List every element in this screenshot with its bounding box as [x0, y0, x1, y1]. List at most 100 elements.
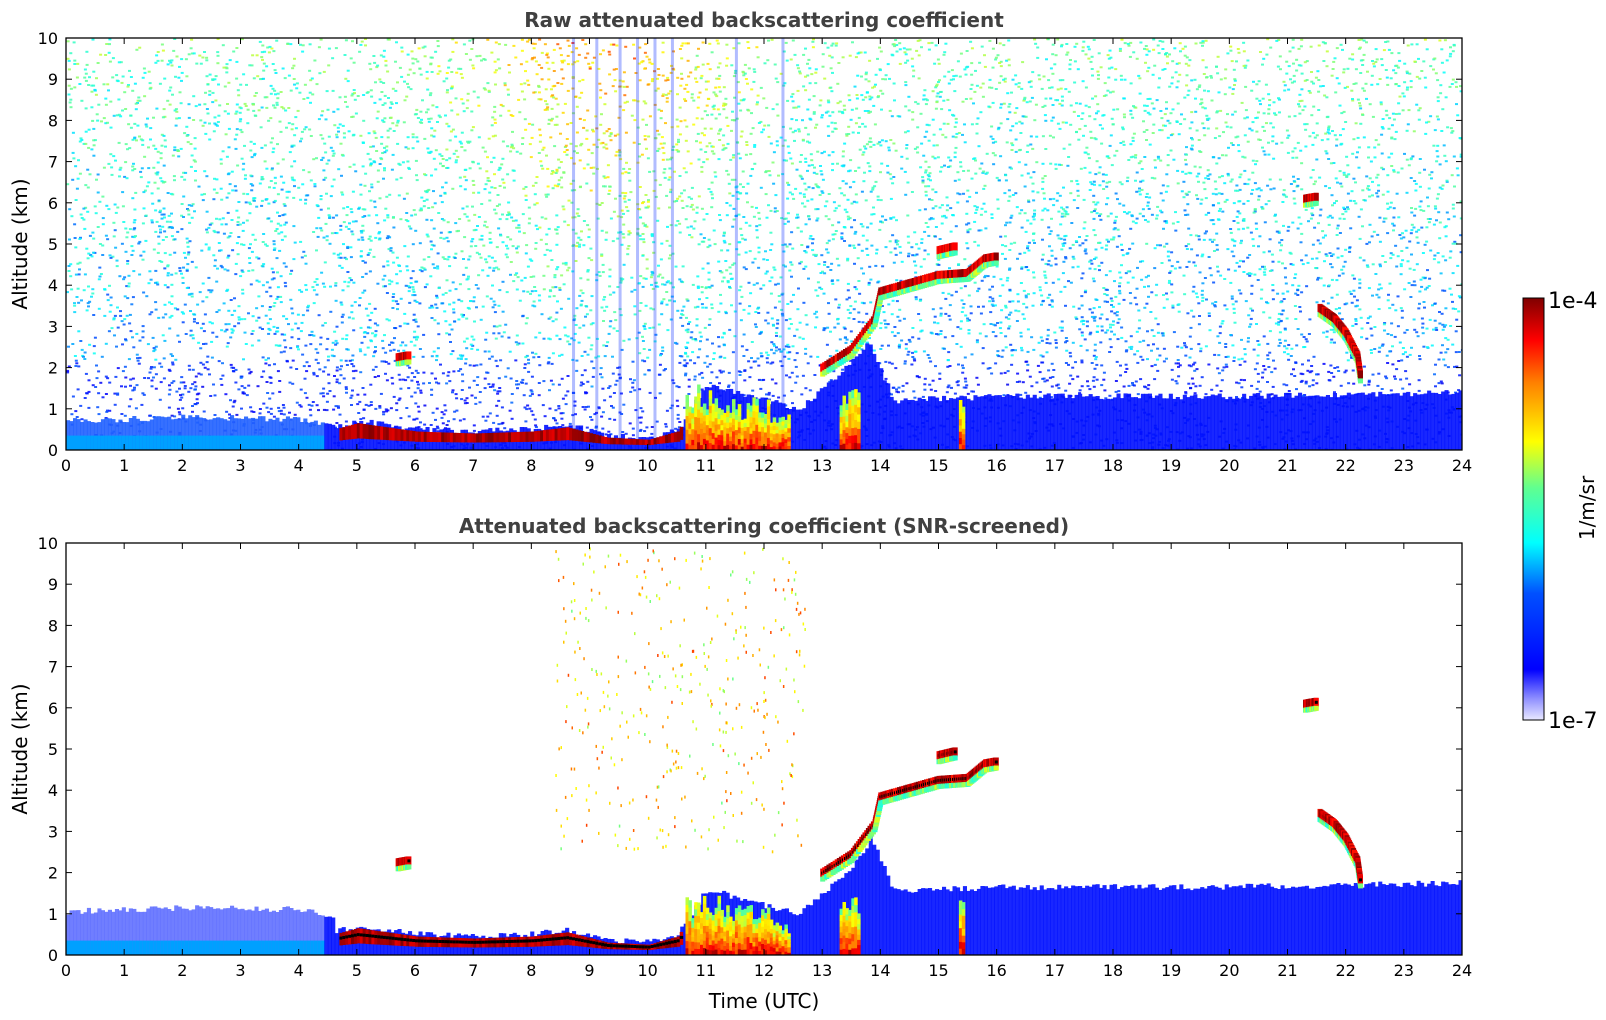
noise-pixel — [1143, 109, 1147, 112]
noise-pixel — [215, 280, 219, 283]
noise-pixel — [230, 314, 234, 316]
noise-pixel — [395, 41, 398, 44]
noise-pixel — [166, 286, 170, 289]
noise-pixel — [615, 379, 619, 382]
noise-pixel — [1367, 383, 1371, 386]
noise-pixel — [872, 143, 876, 146]
noise-pixel — [411, 294, 415, 297]
noise-pixel — [1449, 325, 1453, 327]
noise-pixel — [219, 378, 223, 380]
noise-pixel — [1119, 276, 1123, 279]
noise-pixel — [924, 185, 928, 188]
noise-pixel — [816, 150, 820, 153]
noise-pixel — [800, 393, 804, 396]
noise-pixel — [766, 59, 770, 62]
noise-pixel — [335, 369, 339, 372]
noise-pixel — [298, 404, 302, 407]
noise-pixel — [1184, 172, 1188, 175]
noise-pixel — [1019, 335, 1023, 338]
noise-pixel — [154, 301, 158, 304]
noise-pixel — [975, 84, 979, 87]
noise-pixel — [1080, 295, 1084, 298]
noise-pixel — [1166, 250, 1170, 253]
noise-pixel — [454, 135, 458, 138]
noise-pixel — [447, 125, 451, 128]
noise-pixel — [472, 296, 476, 299]
noise-pixel — [1304, 382, 1308, 385]
noise-pixel — [589, 309, 593, 312]
noise-pixel — [757, 364, 761, 367]
noise-pixel — [407, 168, 411, 170]
noise-pixel — [203, 366, 207, 369]
noise-pixel — [416, 325, 420, 328]
noise-pixel — [552, 48, 556, 51]
noise-pixel — [368, 302, 372, 305]
noise-pixel — [187, 204, 191, 207]
noise-pixel — [735, 248, 739, 251]
noise-pixel — [816, 294, 820, 297]
noise-pixel — [580, 142, 584, 145]
noise-pixel — [840, 237, 844, 240]
noise-pixel — [1392, 207, 1396, 210]
noise-pixel — [1262, 150, 1266, 153]
noise-pixel — [1240, 357, 1244, 360]
noise-pixel — [366, 346, 370, 349]
noise-pixel — [684, 218, 688, 221]
noise-pixel — [975, 191, 978, 194]
noise-pixel — [141, 258, 145, 261]
noise-pixel — [1375, 176, 1379, 179]
noise-pixel — [1188, 59, 1192, 62]
noise-pixel — [714, 117, 718, 120]
noise-pixel — [1043, 274, 1047, 277]
noise-pixel — [155, 107, 159, 110]
noise-pixel — [199, 373, 203, 376]
noise-pixel — [251, 269, 255, 272]
noise-pixel — [1255, 323, 1258, 325]
noise-pixel — [895, 388, 898, 391]
noise-pixel — [175, 117, 179, 120]
noise-pixel — [975, 208, 979, 211]
noise-pixel — [1108, 180, 1112, 183]
noise-pixel — [488, 357, 492, 360]
noise-pixel — [1250, 284, 1254, 287]
noise-pixel — [501, 105, 505, 108]
noise-pixel — [953, 125, 957, 128]
noise-pixel — [894, 241, 898, 244]
noise-pixel — [881, 221, 884, 224]
noise-pixel — [798, 160, 802, 163]
noise-pixel — [572, 162, 576, 165]
noise-pixel — [1318, 214, 1322, 217]
noise-pixel — [386, 136, 390, 139]
noise-pixel — [387, 248, 391, 251]
noise-pixel — [550, 259, 554, 261]
noise-pixel — [84, 184, 88, 187]
noise-pixel — [581, 292, 585, 295]
noise-pixel — [502, 331, 506, 334]
noise-pixel — [553, 276, 557, 279]
noise-pixel — [645, 258, 649, 261]
noise-pixel — [414, 159, 418, 162]
noise-pixel — [227, 192, 231, 195]
noise-pixel — [79, 236, 82, 239]
noise-pixel — [563, 326, 567, 329]
noise-pixel — [415, 338, 418, 341]
noise-pixel — [1180, 190, 1184, 193]
noise-pixel — [812, 112, 816, 115]
noise-pixel — [742, 333, 746, 336]
noise-pixel — [970, 83, 974, 86]
noise-pixel — [178, 340, 181, 343]
noise-pixel — [1064, 389, 1068, 392]
noise-pixel — [1142, 120, 1145, 123]
noise-pixel — [211, 101, 215, 104]
noise-pixel — [1308, 385, 1312, 388]
noise-pixel — [929, 217, 933, 220]
noise-pixel — [432, 244, 436, 247]
noise-pixel — [931, 188, 935, 191]
noise-pixel — [897, 386, 901, 389]
noise-pixel — [411, 270, 415, 273]
noise-pixel — [534, 352, 538, 355]
noise-pixel — [1075, 179, 1079, 182]
noise-pixel — [934, 365, 937, 368]
noise-pixel — [698, 331, 702, 334]
noise-pixel — [1180, 346, 1184, 349]
